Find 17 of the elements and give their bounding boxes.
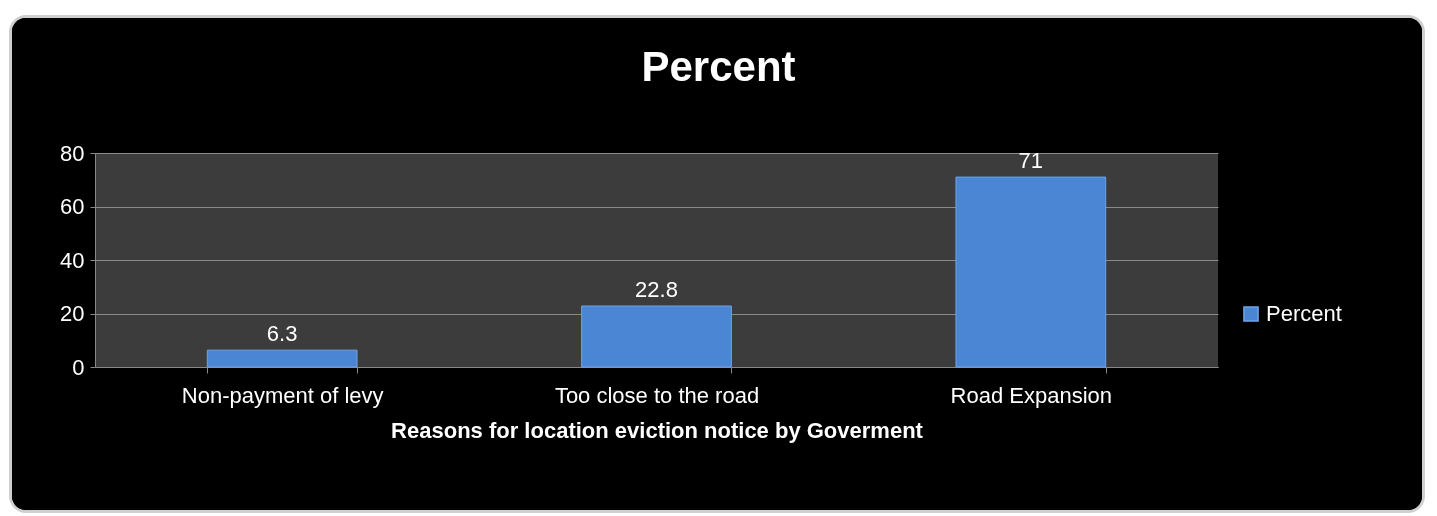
- y-tick-label: 40: [60, 247, 85, 273]
- x-axis-title: Reasons for location eviction notice by Goverment: [391, 417, 924, 443]
- x-tick-label: Too close to the road: [554, 382, 760, 408]
- chart-title: Percent: [641, 43, 796, 90]
- bar: [206, 349, 358, 368]
- data-label: 71: [1018, 148, 1044, 174]
- data-label: 22.8: [635, 277, 678, 303]
- y-tick-label: 80: [60, 140, 85, 166]
- bar: [581, 305, 732, 368]
- y-tick-label: 60: [60, 194, 85, 219]
- bar: [955, 176, 1107, 368]
- y-tick-label: 20: [60, 301, 85, 326]
- data-label: 6.3: [266, 321, 298, 347]
- x-tick-label: Non-payment of levy: [181, 382, 384, 408]
- x-tick-label: Road Expansion: [950, 382, 1113, 408]
- legend-label: Percent: [1266, 301, 1342, 326]
- y-tick-label: 0: [72, 354, 85, 380]
